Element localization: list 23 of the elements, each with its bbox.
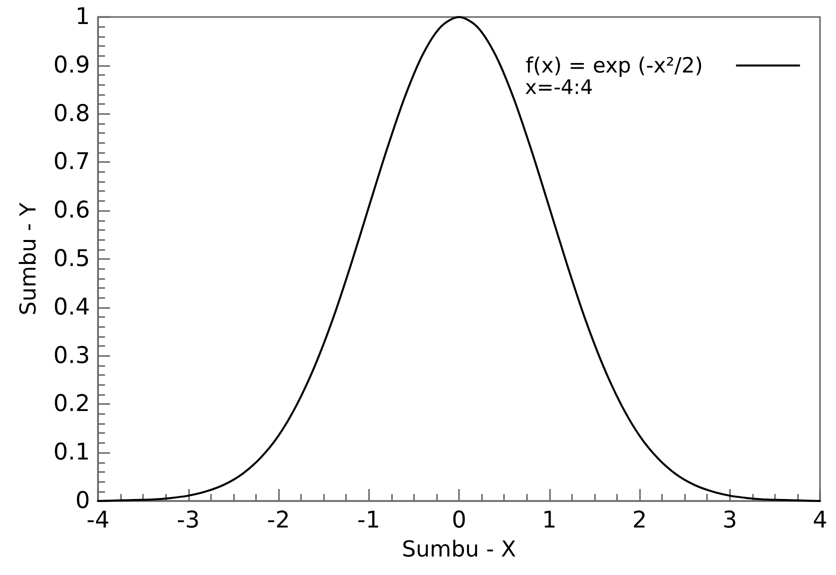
x-tick-label: 1 (542, 508, 557, 534)
y-tick-label: 0.9 (53, 52, 90, 78)
x-tick-label: 4 (812, 508, 828, 534)
x-tick-label: 0 (452, 508, 466, 534)
y-tick-label: 0.4 (53, 294, 90, 320)
x-tick-label: -2 (267, 508, 290, 534)
y-tick-label: 0.7 (53, 149, 90, 176)
x-axis-title: Sumbu - X (402, 538, 516, 562)
y-tick-label: 0.2 (53, 391, 90, 418)
annotation: x=-4:4 (525, 75, 593, 99)
legend-label: f(x) = exp (-x²/2) (526, 54, 703, 78)
y-tick-label: 0.1 (53, 440, 90, 466)
y-tick-label: 0.8 (53, 100, 90, 127)
x-tick-label: -3 (176, 508, 200, 534)
y-tick-label: 1 (75, 4, 90, 30)
x-tick-label: 3 (722, 508, 738, 534)
line-series (97, 16, 821, 502)
x-tick-label: 2 (632, 508, 647, 534)
y-tick-label: 0.5 (53, 246, 90, 272)
x-tick-label: -1 (357, 508, 380, 534)
y-tick-label: 0.6 (53, 198, 90, 224)
y-axis-title: Sumbu - Y (16, 202, 42, 316)
y-tick-label: 0.3 (53, 342, 90, 369)
